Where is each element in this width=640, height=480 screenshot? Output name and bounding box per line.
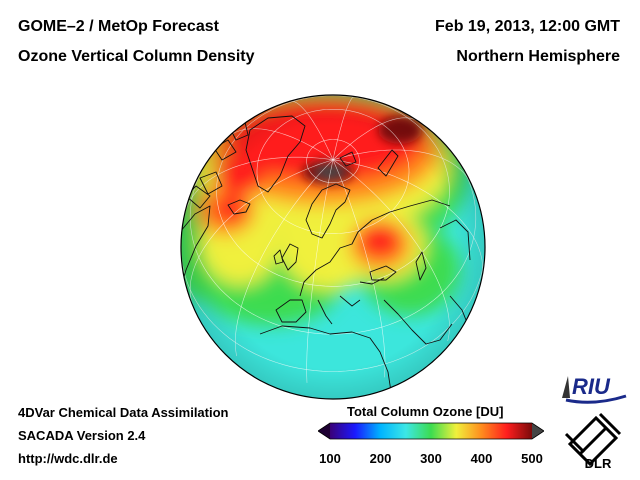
ozone-globe-map [180, 94, 486, 400]
globe-outline [180, 94, 486, 400]
colorbar [318, 422, 544, 440]
title-region: Northern Hemisphere [456, 48, 620, 65]
footer-url[interactable]: http://wdc.dlr.de [18, 451, 118, 466]
colorbar-tick-label: 300 [420, 451, 442, 466]
colorbar-tick-label: 500 [521, 451, 543, 466]
riu-logo-text: RIU [572, 374, 611, 399]
colorbar-overflow-arrow [532, 423, 544, 439]
colorbar-gradient [330, 423, 532, 439]
title-datetime: Feb 19, 2013, 12:00 GMT [435, 18, 620, 35]
colorbar-tick-label: 400 [470, 451, 493, 466]
dlr-logo: DLR [564, 412, 622, 471]
title-quantity: Ozone Vertical Column Density [18, 48, 255, 65]
colorbar-title: Total Column Ozone [DU] [347, 404, 504, 419]
footer-method: 4DVar Chemical Data Assimilation [18, 405, 229, 420]
colorbar-tick-label: 100 [319, 451, 341, 466]
colorbar-underflow-arrow [318, 423, 330, 439]
colorbar-tick-label: 200 [369, 451, 392, 466]
dlr-logo-text: DLR [585, 456, 612, 471]
title-product: GOME–2 / MetOp Forecast [18, 18, 219, 35]
riu-logo: RIU [562, 374, 627, 404]
footer-version: SACADA Version 2.4 [18, 428, 146, 443]
